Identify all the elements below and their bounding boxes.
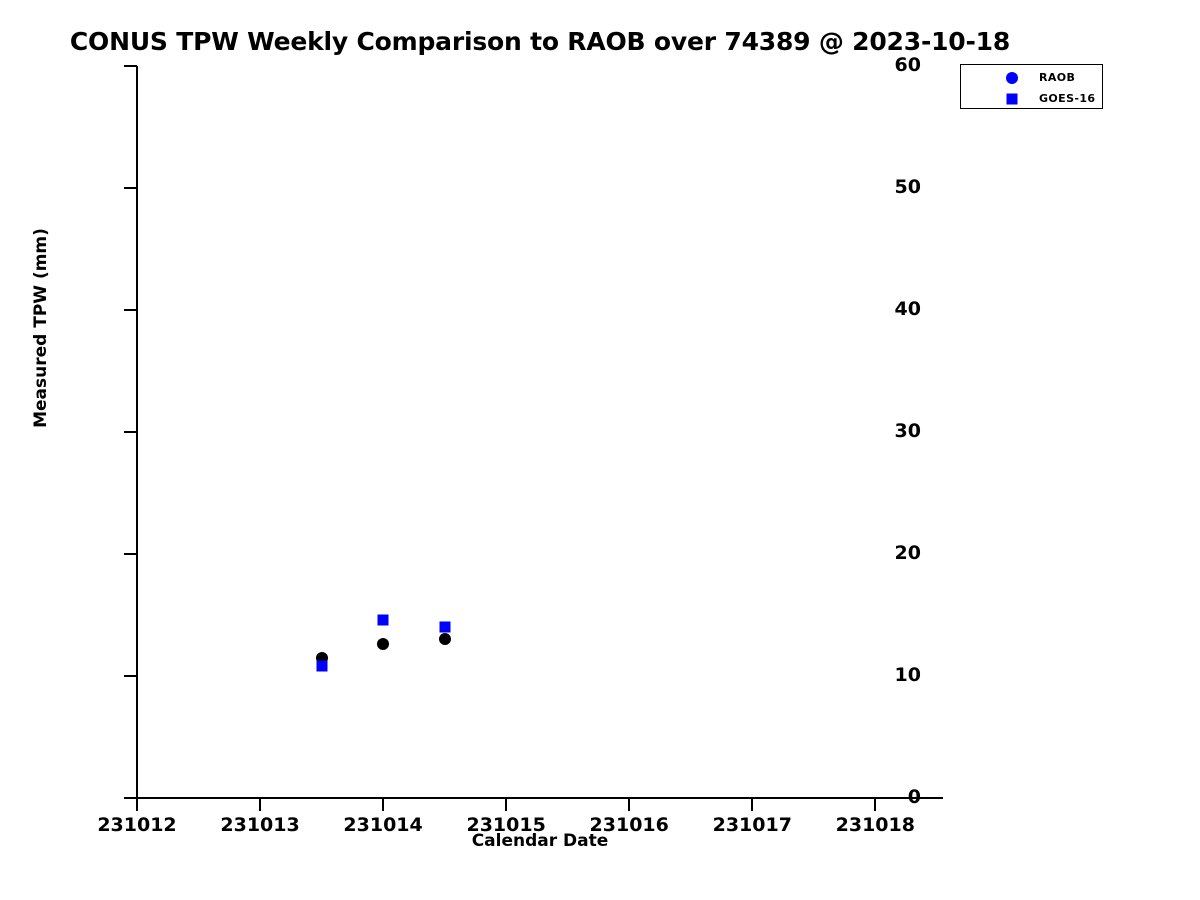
x-tick-label: 231018 <box>835 814 915 836</box>
y-tick-mark <box>124 797 137 799</box>
x-tick-mark <box>382 798 385 811</box>
data-point-raob <box>377 638 390 651</box>
x-tick-label: 231014 <box>343 814 423 836</box>
x-tick-mark <box>751 798 754 811</box>
legend-marker-circle <box>1006 71 1018 84</box>
chart-legend: RAOB GOES-16 <box>960 64 1103 109</box>
y-tick-mark <box>124 553 137 555</box>
y-tick-label: 60 <box>894 54 921 76</box>
y-tick-label: 50 <box>894 176 921 198</box>
x-tick-label: 231017 <box>712 814 792 836</box>
y-tick-mark <box>124 675 137 677</box>
x-tick-mark <box>136 798 138 811</box>
x-tick-mark <box>874 798 877 811</box>
y-tick-label: 30 <box>894 420 921 442</box>
y-axis-line <box>136 66 138 799</box>
legend-marker-cell <box>1003 67 1021 88</box>
x-tick-label: 231016 <box>589 814 669 836</box>
legend-entry: RAOB <box>961 67 1102 88</box>
y-axis-label: Measured TPW (mm) <box>31 228 51 428</box>
y-tick-mark <box>124 431 137 433</box>
x-tick-mark <box>259 798 262 811</box>
y-tick-label: 20 <box>894 542 921 564</box>
legend-marker-square <box>1006 93 1018 104</box>
y-tick-mark <box>124 187 137 189</box>
legend-entry: GOES-16 <box>961 88 1102 109</box>
legend-label: GOES-16 <box>1039 92 1096 105</box>
plot-area: 0 10 20 30 40 50 60 231012 231013 231014 231015 23… <box>97 56 943 835</box>
chart-title: CONUS TPW Weekly Comparison to RAOB over… <box>69 27 1011 56</box>
y-tick-mark <box>124 65 137 67</box>
data-point-goes-16 <box>316 660 328 672</box>
legend-marker-cell <box>1003 88 1021 109</box>
x-tick-label: 231013 <box>220 814 300 836</box>
data-point-goes-16 <box>439 621 451 633</box>
legend-label: RAOB <box>1039 71 1076 84</box>
y-tick-label: 0 <box>907 786 921 808</box>
y-tick-mark <box>124 309 137 311</box>
x-tick-label: 231012 <box>97 814 177 836</box>
data-point-raob <box>438 633 451 646</box>
y-tick-label: 10 <box>894 664 921 686</box>
x-tick-mark <box>628 798 631 811</box>
x-axis-line <box>136 797 943 799</box>
data-point-raob <box>315 651 328 664</box>
data-point-goes-16 <box>377 614 389 626</box>
y-tick-label: 40 <box>894 298 921 320</box>
x-tick-label: 231015 <box>466 814 546 836</box>
x-tick-mark <box>505 798 508 811</box>
x-axis-label: Calendar Date <box>471 831 609 851</box>
